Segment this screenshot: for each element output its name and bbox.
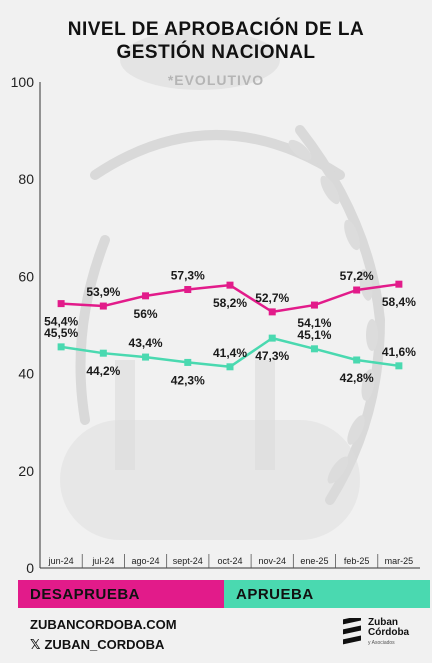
social-handle[interactable]: 𝕏 ZUBAN_CORDOBA xyxy=(30,635,177,655)
data-point-desaprueba xyxy=(353,286,361,294)
website-link[interactable]: ZUBANCORDOBA.COM xyxy=(30,617,177,632)
data-label-aprueba: 41,4% xyxy=(213,346,247,360)
data-point-desaprueba xyxy=(99,302,107,310)
x-tick-label: mar-25 xyxy=(385,556,414,566)
data-label-aprueba: 47,3% xyxy=(255,349,289,363)
x-tick-label: oct-24 xyxy=(217,556,242,566)
data-point-aprueba xyxy=(395,362,403,370)
data-point-desaprueba xyxy=(142,292,150,300)
data-point-aprueba xyxy=(268,334,276,342)
brand-name-line-1: Zuban xyxy=(368,617,398,628)
x-tick-label: jun-24 xyxy=(48,556,74,566)
brand-name-line-2: Córdoba xyxy=(368,627,410,638)
y-tick-label: 100 xyxy=(11,74,35,90)
data-label-desaprueba: 52,7% xyxy=(255,291,289,305)
data-label-aprueba: 44,2% xyxy=(86,364,120,378)
x-tick-label: ene-25 xyxy=(300,556,328,566)
data-label-desaprueba: 53,9% xyxy=(86,285,120,299)
footer-links: ZUBANCORDOBA.COM 𝕏 ZUBAN_CORDOBA xyxy=(30,615,177,655)
y-tick-label: 0 xyxy=(26,560,34,576)
x-logo-icon: 𝕏 xyxy=(30,637,41,652)
y-tick-label: 20 xyxy=(18,463,34,479)
handle-text: ZUBAN_CORDOBA xyxy=(44,637,165,652)
data-point-aprueba xyxy=(142,353,150,361)
data-point-desaprueba xyxy=(226,281,234,289)
data-point-aprueba xyxy=(57,343,65,351)
data-point-desaprueba xyxy=(395,280,403,288)
data-point-desaprueba xyxy=(57,300,65,308)
legend-item-aprueba: APRUEBA xyxy=(224,580,430,608)
zuban-cordoba-logo-icon xyxy=(343,618,361,645)
data-label-aprueba: 42,8% xyxy=(340,371,374,385)
data-label-aprueba: 45,1% xyxy=(297,328,331,342)
line-chart: 0 20 40 60 80 100 jun-24 jul-24 ago-24 sept-24 oct… xyxy=(11,74,420,576)
x-tick-label: nov-24 xyxy=(258,556,286,566)
data-point-aprueba xyxy=(226,363,234,371)
y-tick-label: 40 xyxy=(18,366,34,382)
data-point-aprueba xyxy=(99,349,107,357)
data-point-desaprueba xyxy=(184,286,192,294)
data-point-desaprueba xyxy=(268,308,276,316)
chart-title-line-2: GESTIÓN NACIONAL xyxy=(116,42,316,63)
data-label-desaprueba: 58,4% xyxy=(382,295,416,309)
data-label-desaprueba: 57,3% xyxy=(171,269,205,283)
data-point-aprueba xyxy=(184,358,192,366)
data-label-desaprueba: 54,4% xyxy=(44,315,78,329)
data-point-aprueba xyxy=(353,356,361,364)
y-tick-label: 60 xyxy=(18,268,34,284)
data-label-desaprueba: 56% xyxy=(134,307,158,321)
brand-name-line-3: y Asociados xyxy=(368,640,395,646)
data-label-aprueba: 45,5% xyxy=(44,326,78,340)
x-tick-label: jul-24 xyxy=(91,556,114,566)
data-point-desaprueba xyxy=(310,301,318,309)
data-label-aprueba: 42,3% xyxy=(171,373,205,387)
y-tick-label: 80 xyxy=(18,171,34,187)
chart-title-line-1: NIVEL DE APROBACIÓN DE LA xyxy=(67,19,365,40)
x-tick-label: sept-24 xyxy=(173,556,203,566)
x-tick-label: ago-24 xyxy=(132,556,160,566)
data-label-desaprueba: 58,2% xyxy=(213,296,247,310)
data-label-desaprueba: 57,2% xyxy=(340,269,374,283)
x-tick-label: feb-25 xyxy=(344,556,370,566)
brand-logo: Zuban Córdoba y Asociados xyxy=(340,618,409,648)
data-label-desaprueba: 54,1% xyxy=(297,316,331,330)
legend-item-desaprueba: DESAPRUEBA xyxy=(18,580,224,608)
emblem-watermark-icon xyxy=(75,30,386,505)
data-label-aprueba: 41,6% xyxy=(382,345,416,359)
data-point-aprueba xyxy=(310,345,318,353)
chart-title: NIVEL DE APROBACIÓN DE LA GESTIÓN NACION… xyxy=(0,18,432,64)
chart-subtitle: *EVOLUTIVO xyxy=(167,72,265,88)
data-label-aprueba: 43,4% xyxy=(129,336,163,350)
legend: DESAPRUEBA APRUEBA xyxy=(18,580,430,608)
